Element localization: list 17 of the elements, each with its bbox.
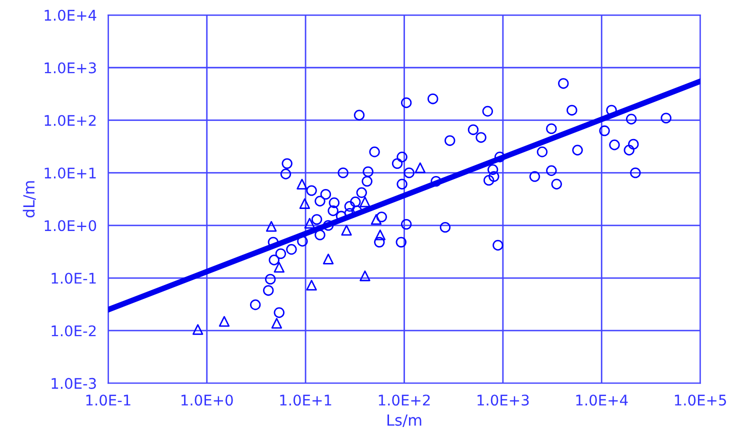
- y-tick-label: 1.0E-1: [52, 272, 96, 284]
- y-tick-label: 1.0E-3: [52, 378, 96, 389]
- x-tick-label: 1.0E+5: [674, 394, 726, 406]
- x-tick-label: 1.0E+2: [378, 394, 430, 406]
- x-tick-label: 1.0E+4: [576, 394, 628, 406]
- y-tick-label: 1.0E+0: [44, 220, 96, 232]
- y-tick-label: 1.0E+2: [44, 114, 96, 126]
- x-tick-label: 1.0E+1: [280, 394, 332, 406]
- x-axis-title: Ls/m: [387, 414, 422, 428]
- y-tick-label: 1.0E+3: [44, 62, 96, 74]
- x-tick-label: 1.0E+0: [182, 394, 233, 406]
- y-tick-label: 1.0E+4: [44, 10, 96, 21]
- y-tick-label: 1.0E+1: [44, 168, 96, 179]
- x-tick-label: 1.0E-1: [86, 394, 130, 406]
- x-tick-label: 1.0E+3: [478, 394, 529, 406]
- y-axis-title: dL/m: [22, 181, 36, 218]
- y-tick-label: 1.0E-2: [52, 325, 96, 336]
